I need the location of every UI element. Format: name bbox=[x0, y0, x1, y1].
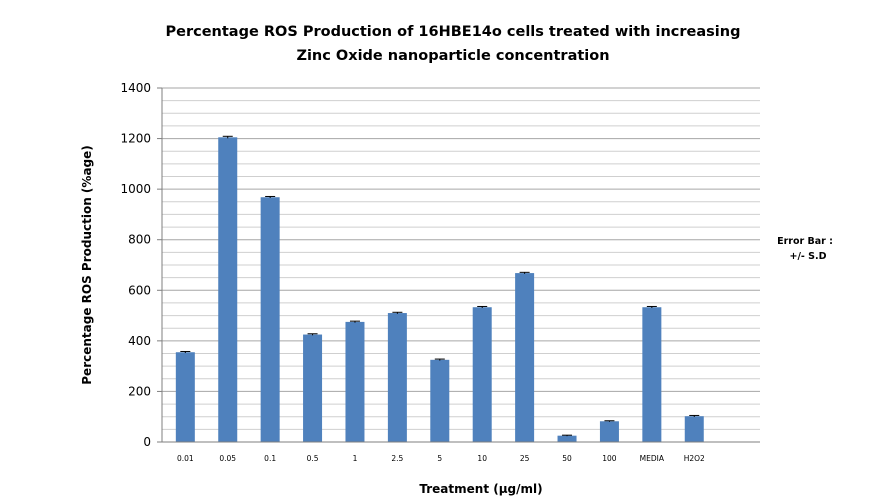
x-tick-label: 0.1 bbox=[264, 454, 276, 463]
y-tick-label: 1400 bbox=[120, 81, 151, 95]
bar-25 bbox=[515, 273, 535, 442]
gridlines bbox=[162, 87, 760, 430]
chart-title-line-2: Zinc Oxide nanoparticle concentration bbox=[296, 48, 609, 64]
x-tick-label: 0.5 bbox=[307, 454, 319, 463]
x-axis-title: Treatment (µg/ml) bbox=[419, 482, 542, 496]
bars bbox=[175, 135, 704, 443]
bar-2.5 bbox=[387, 313, 407, 442]
y-tick-label: 1000 bbox=[120, 182, 151, 196]
y-tick-label: 0 bbox=[143, 435, 151, 449]
x-tick-label: 2.5 bbox=[391, 454, 403, 463]
y-tick-label: 600 bbox=[128, 283, 151, 297]
x-tick-label: 0.01 bbox=[177, 454, 194, 463]
y-tick-label: 1200 bbox=[120, 132, 151, 146]
y-tick-label: 400 bbox=[128, 334, 151, 348]
x-tick-label: 25 bbox=[520, 454, 530, 463]
x-tick-label: H2O2 bbox=[684, 454, 705, 463]
x-tick-label: 10 bbox=[477, 454, 487, 463]
bar-0.1 bbox=[260, 197, 280, 442]
bar-1 bbox=[345, 321, 365, 442]
x-tick-label: MEDIA bbox=[640, 454, 665, 463]
y-axis-title: Percentage ROS Production (%age) bbox=[80, 145, 94, 384]
bar-0.5 bbox=[303, 334, 323, 442]
bar-media bbox=[642, 307, 662, 442]
bar-10 bbox=[472, 307, 492, 442]
bar-0.05 bbox=[218, 137, 238, 443]
bar-50 bbox=[557, 435, 577, 442]
x-tick-label: 5 bbox=[437, 454, 442, 463]
chart-title-line-1: Percentage ROS Production of 16HBE14o ce… bbox=[166, 24, 741, 40]
error-bar-note-line-2: +/- S.D bbox=[789, 251, 826, 262]
bar-h2o2 bbox=[684, 416, 704, 442]
bar-100 bbox=[599, 421, 619, 442]
y-tick-labels: 0 200 400 600 800 1000 1200 1400 bbox=[120, 81, 162, 449]
x-tick-label: 0.05 bbox=[219, 454, 236, 463]
x-tick-label: 100 bbox=[602, 454, 617, 463]
y-tick-label: 800 bbox=[128, 233, 151, 247]
x-tick-label: 50 bbox=[562, 454, 572, 463]
y-tick-label: 200 bbox=[128, 384, 151, 398]
bar-0.01 bbox=[175, 352, 195, 442]
bar-5 bbox=[430, 359, 450, 442]
error-bar-note-line-1: Error Bar : bbox=[777, 236, 833, 247]
x-tick-labels: 0.01 0.05 0.1 0.5 1 2.5 5 10 25 50 100 MEDIA H2O2 bbox=[177, 454, 705, 463]
x-tick-label: 1 bbox=[353, 454, 358, 463]
